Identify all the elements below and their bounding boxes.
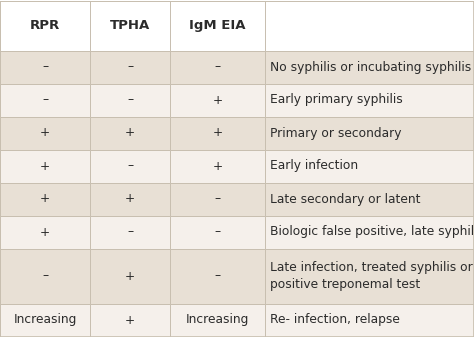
Text: –: –: [214, 192, 220, 206]
Bar: [170, 248, 265, 304]
Text: +: +: [125, 313, 135, 327]
Bar: [90, 248, 170, 304]
Text: Increasing: Increasing: [186, 313, 249, 327]
Text: +: +: [40, 225, 50, 239]
Text: –: –: [42, 270, 48, 282]
Bar: [90, 304, 170, 337]
Text: +: +: [40, 192, 50, 206]
Text: –: –: [214, 225, 220, 239]
Text: +: +: [40, 126, 50, 140]
Text: –: –: [127, 93, 133, 106]
Bar: [265, 215, 474, 248]
Text: –: –: [127, 159, 133, 173]
Bar: [170, 117, 265, 150]
Bar: [265, 117, 474, 150]
Text: +: +: [212, 126, 223, 140]
Text: +: +: [40, 159, 50, 173]
Text: –: –: [214, 61, 220, 73]
Text: Increasing: Increasing: [13, 313, 77, 327]
Bar: [0, 248, 90, 304]
Text: –: –: [42, 93, 48, 106]
Text: –: –: [214, 270, 220, 282]
Bar: [265, 51, 474, 84]
Bar: [0, 304, 90, 337]
Text: –: –: [127, 61, 133, 73]
Bar: [0, 117, 90, 150]
Bar: [90, 183, 170, 215]
Text: +: +: [125, 270, 135, 282]
Text: Early infection: Early infection: [270, 159, 358, 173]
Bar: [170, 183, 265, 215]
Bar: [265, 150, 474, 183]
Bar: [170, 51, 265, 84]
Bar: [90, 0, 170, 51]
Bar: [265, 0, 474, 51]
Text: Biologic false positive, late syphilis: Biologic false positive, late syphilis: [270, 225, 474, 239]
Bar: [265, 84, 474, 117]
Bar: [0, 51, 90, 84]
Bar: [265, 304, 474, 337]
Text: Late secondary or latent: Late secondary or latent: [270, 192, 420, 206]
Text: +: +: [212, 93, 223, 106]
Text: +: +: [125, 192, 135, 206]
Bar: [265, 248, 474, 304]
Bar: [170, 304, 265, 337]
Text: RPR: RPR: [30, 19, 60, 32]
Bar: [265, 183, 474, 215]
Bar: [0, 0, 90, 51]
Bar: [170, 150, 265, 183]
Text: Re- infection, relapse: Re- infection, relapse: [270, 313, 400, 327]
Bar: [90, 150, 170, 183]
Text: +: +: [125, 126, 135, 140]
Bar: [90, 51, 170, 84]
Text: No syphilis or incubating syphilis: No syphilis or incubating syphilis: [270, 61, 471, 73]
Bar: [0, 215, 90, 248]
Text: Primary or secondary: Primary or secondary: [270, 126, 401, 140]
Bar: [170, 84, 265, 117]
Text: +: +: [212, 159, 223, 173]
Bar: [170, 215, 265, 248]
Text: Early primary syphilis: Early primary syphilis: [270, 93, 403, 106]
Bar: [0, 150, 90, 183]
Bar: [0, 183, 90, 215]
Text: IgM EIA: IgM EIA: [189, 19, 246, 32]
Bar: [170, 0, 265, 51]
Bar: [0, 84, 90, 117]
Bar: [90, 215, 170, 248]
Text: TPHA: TPHA: [110, 19, 150, 32]
Text: Late infection, treated syphilis or false
positive treponemal test: Late infection, treated syphilis or fals…: [270, 261, 474, 291]
Text: –: –: [127, 225, 133, 239]
Bar: [90, 117, 170, 150]
Bar: [90, 84, 170, 117]
Text: –: –: [42, 61, 48, 73]
